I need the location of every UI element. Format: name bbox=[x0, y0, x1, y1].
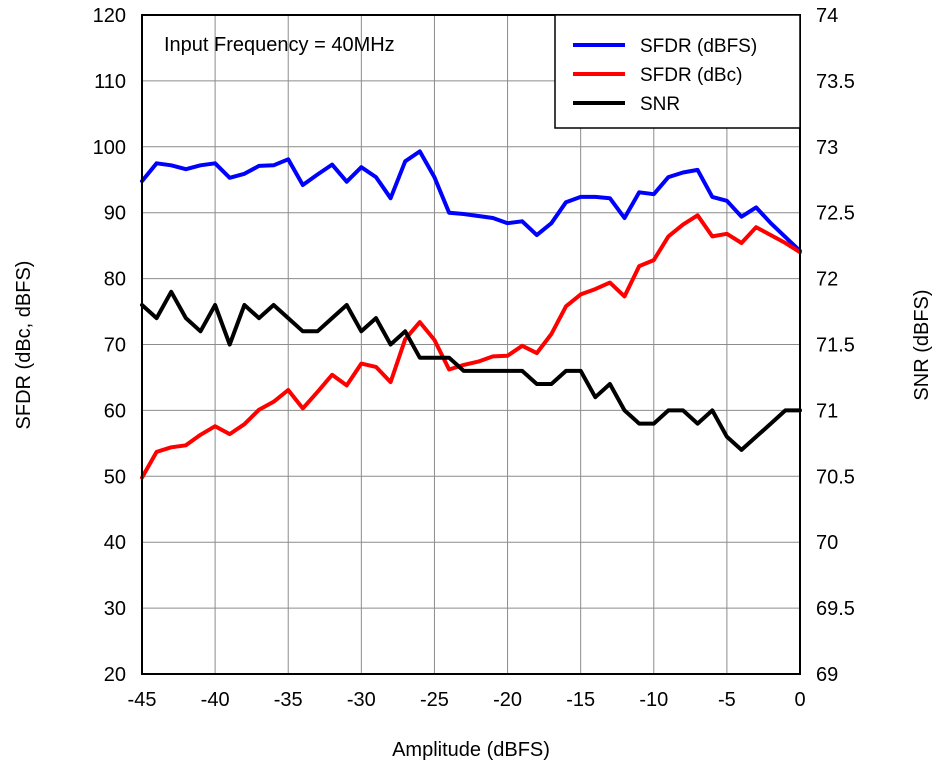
y-axis-label-right: SNR (dBFS) bbox=[911, 289, 933, 400]
y-tick-label-right: 73 bbox=[816, 137, 838, 159]
y-tick-label-right: 70 bbox=[816, 532, 838, 554]
y-tick-label-left: 110 bbox=[94, 71, 126, 93]
y-tick-label-left: 60 bbox=[104, 400, 126, 422]
y-tick-label-left: 40 bbox=[104, 532, 126, 554]
x-tick-label: -10 bbox=[639, 689, 668, 711]
annotation: Input Frequency = 40MHz bbox=[164, 34, 395, 56]
series-line-sfdr-dbc bbox=[140, 213, 802, 480]
x-tick-label: -20 bbox=[493, 689, 522, 711]
series-lines bbox=[140, 149, 802, 480]
legend-box bbox=[554, 14, 801, 129]
legend-label-sfdr-dbfs: SFDR (dBFS) bbox=[640, 36, 757, 57]
x-tick-label: -25 bbox=[420, 689, 449, 711]
x-tick-label: -35 bbox=[274, 689, 303, 711]
y-tick-label-right: 71 bbox=[816, 400, 838, 422]
y-tick-label-right: 71.5 bbox=[816, 335, 855, 357]
legend-label-sfdr-dbc: SFDR (dBc) bbox=[640, 65, 742, 86]
y-tick-label-left: 70 bbox=[104, 335, 126, 357]
y-tick-label-right: 72.5 bbox=[816, 203, 855, 225]
y-tick-label-right: 69 bbox=[816, 664, 838, 686]
x-tick-label: -5 bbox=[718, 689, 736, 711]
x-tick-label: 0 bbox=[794, 689, 805, 711]
legend: SFDR (dBFS) SFDR (dBc) SNR bbox=[554, 14, 801, 129]
x-axis-label: Amplitude (dBFS) bbox=[392, 739, 550, 761]
plot-frame bbox=[141, 14, 801, 675]
y-tick-label-left: 100 bbox=[93, 137, 126, 159]
y-tick-label-left: 80 bbox=[104, 269, 126, 291]
y-tick-label-left: 50 bbox=[104, 466, 126, 488]
y-tick-label-right: 74 bbox=[816, 5, 838, 27]
y-tick-label-right: 73.5 bbox=[816, 71, 855, 93]
y-tick-label-left: 30 bbox=[104, 598, 126, 620]
y-tick-label-right: 72 bbox=[816, 269, 838, 291]
x-tick-label: -15 bbox=[566, 689, 595, 711]
series-line-sfdr-dbfs bbox=[140, 149, 802, 253]
y-axis-label-left: SFDR (dBc, dBFS) bbox=[13, 261, 35, 430]
x-tick-label: -45 bbox=[128, 689, 157, 711]
tick-labels: -45 -40 -35 -30 -25 -20 -15 -10 -5 0 20 30 40 50 60 70 8… bbox=[93, 5, 855, 711]
y-tick-label-left: 120 bbox=[93, 5, 126, 27]
x-tick-label: -40 bbox=[201, 689, 230, 711]
y-tick-label-right: 69.5 bbox=[816, 598, 855, 620]
legend-label-snr: SNR bbox=[640, 94, 680, 115]
x-tick-label: -30 bbox=[347, 689, 376, 711]
series-line-snr bbox=[140, 289, 802, 452]
y-tick-label-left: 90 bbox=[104, 203, 126, 225]
y-tick-label-left: 20 bbox=[104, 664, 126, 686]
y-tick-label-right: 70.5 bbox=[816, 466, 855, 488]
